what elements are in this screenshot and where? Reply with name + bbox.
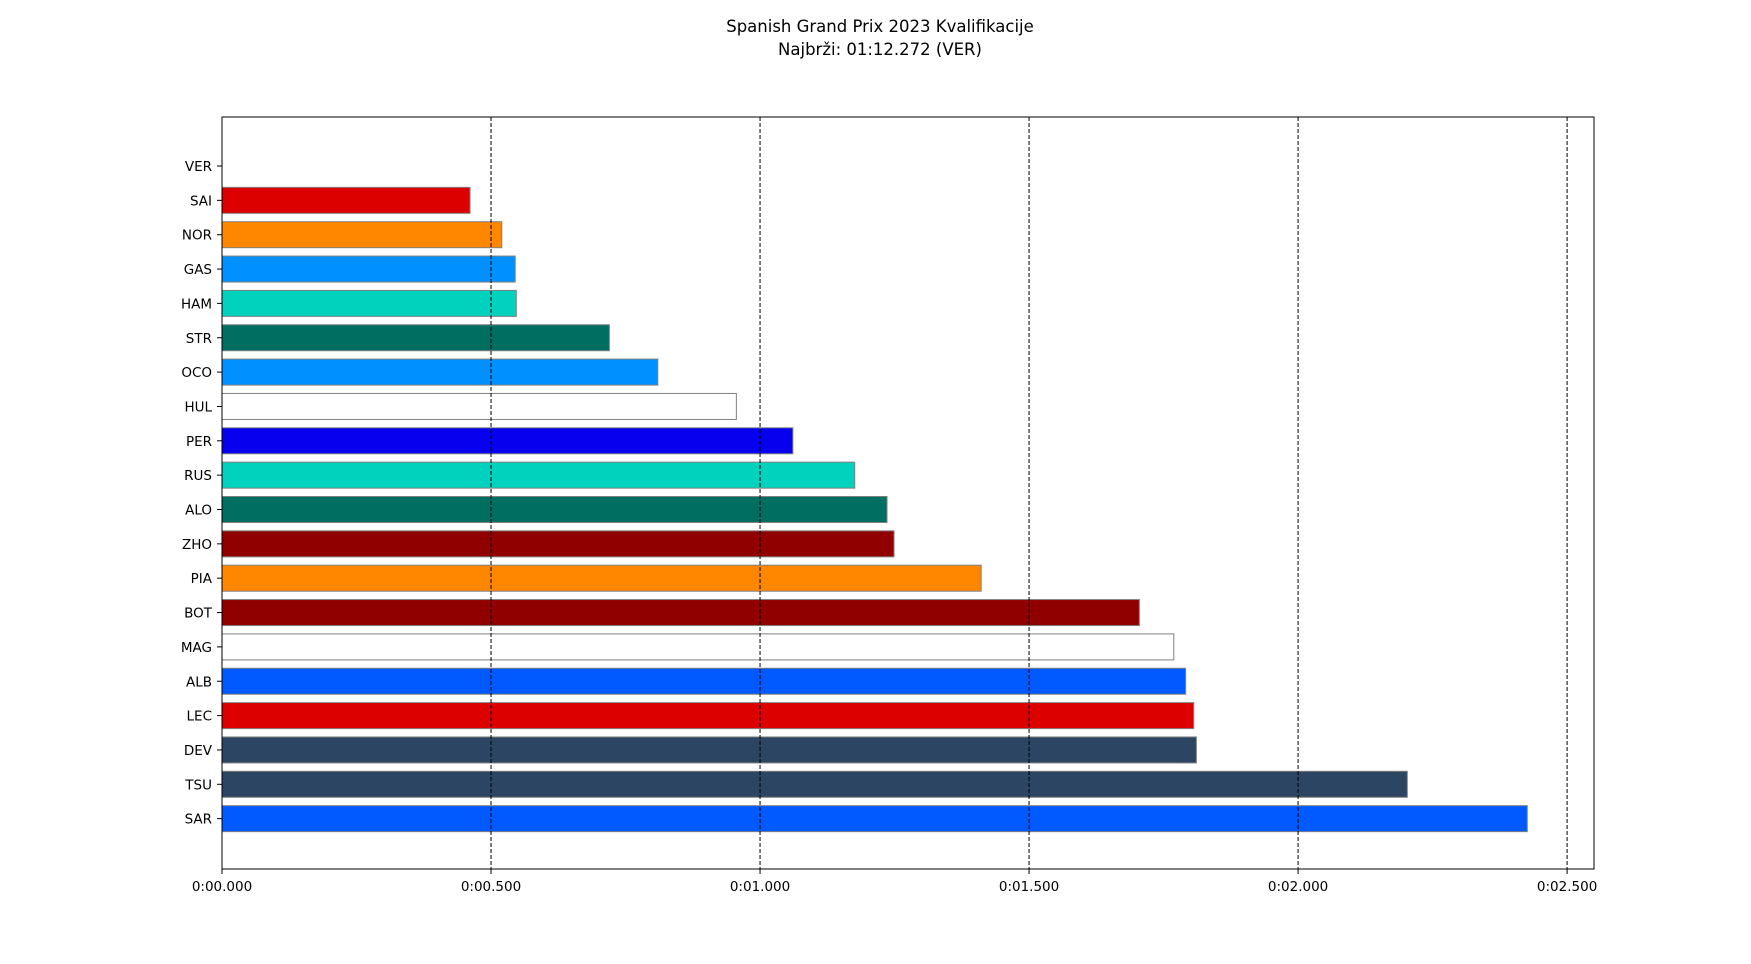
y-tick-label-str: STR bbox=[186, 331, 212, 347]
x-tick-label: 0:01.500 bbox=[999, 879, 1059, 895]
bar-ham bbox=[221, 289, 517, 317]
y-tick-label-bot: BOT bbox=[184, 606, 213, 622]
y-tick-label-ham: HAM bbox=[181, 296, 212, 312]
bar-sar bbox=[221, 805, 1528, 833]
y-tick-label-ver: VER bbox=[185, 159, 212, 175]
bar-mag bbox=[221, 633, 1175, 661]
x-tick-label: 0:00.500 bbox=[461, 879, 521, 895]
y-axis-ticks: VER SAI NOR GAS HAM STR OCO HUL PER RUS ALO ZHO PIA B… bbox=[181, 159, 222, 828]
bar-alo bbox=[221, 496, 888, 523]
bar-rus bbox=[221, 461, 856, 489]
bar-lec bbox=[221, 702, 1195, 730]
y-tick-label-pia: PIA bbox=[191, 571, 213, 587]
bar-gas bbox=[221, 255, 516, 283]
bar-hul bbox=[221, 392, 737, 420]
y-tick-label-oco: OCO bbox=[181, 365, 212, 381]
bar-dev bbox=[221, 736, 1197, 764]
bars-group bbox=[221, 186, 1528, 833]
y-tick-label-per: PER bbox=[186, 434, 212, 450]
y-tick-label-hul: HUL bbox=[184, 399, 212, 415]
y-tick-label-alo: ALO bbox=[185, 503, 212, 519]
y-tick-label-rus: RUS bbox=[184, 468, 212, 484]
bar-sai bbox=[221, 186, 471, 214]
chart-subtitle: Najbrži: 01:12.272 (VER) bbox=[778, 40, 982, 59]
y-tick-label-nor: NOR bbox=[182, 228, 212, 244]
y-tick-label-dev: DEV bbox=[184, 743, 213, 759]
x-tick-label: 0:01.000 bbox=[730, 879, 790, 895]
bar-nor bbox=[221, 221, 503, 249]
y-tick-label-sai: SAI bbox=[190, 193, 212, 209]
y-tick-label-sar: SAR bbox=[185, 812, 212, 828]
x-tick-label: 0:02.000 bbox=[1268, 879, 1328, 895]
y-tick-label-gas: GAS bbox=[184, 262, 212, 278]
chart-title: Spanish Grand Prix 2023 Kvalifikacije bbox=[726, 17, 1034, 36]
x-tick-label: 0:02.500 bbox=[1537, 879, 1597, 895]
bar-bot bbox=[221, 599, 1140, 627]
gridlines-group bbox=[490, 117, 1568, 869]
bar-per bbox=[221, 427, 794, 455]
y-tick-label-tsu: TSU bbox=[184, 777, 212, 793]
bar-str bbox=[221, 324, 610, 352]
bar-oco bbox=[221, 358, 659, 386]
bar-tsu bbox=[221, 770, 1408, 798]
x-axis-ticks: 0:00.000 0:00.500 0:01.000 0:01.500 0:02.000… bbox=[192, 869, 1597, 895]
bar-pia bbox=[221, 564, 982, 592]
plot-area: VER SAI NOR GAS HAM STR OCO HUL PER RUS ALO ZHO PIA B… bbox=[181, 116, 1597, 895]
bar-alb bbox=[221, 667, 1187, 695]
y-tick-label-zho: ZHO bbox=[182, 537, 212, 553]
axes-frame bbox=[221, 116, 1595, 870]
y-tick-label-alb: ALB bbox=[186, 674, 212, 690]
y-tick-label-mag: MAG bbox=[181, 640, 212, 656]
y-tick-label-lec: LEC bbox=[187, 709, 212, 725]
bar-zho bbox=[221, 530, 895, 558]
x-tick-label: 0:00.000 bbox=[192, 879, 252, 895]
